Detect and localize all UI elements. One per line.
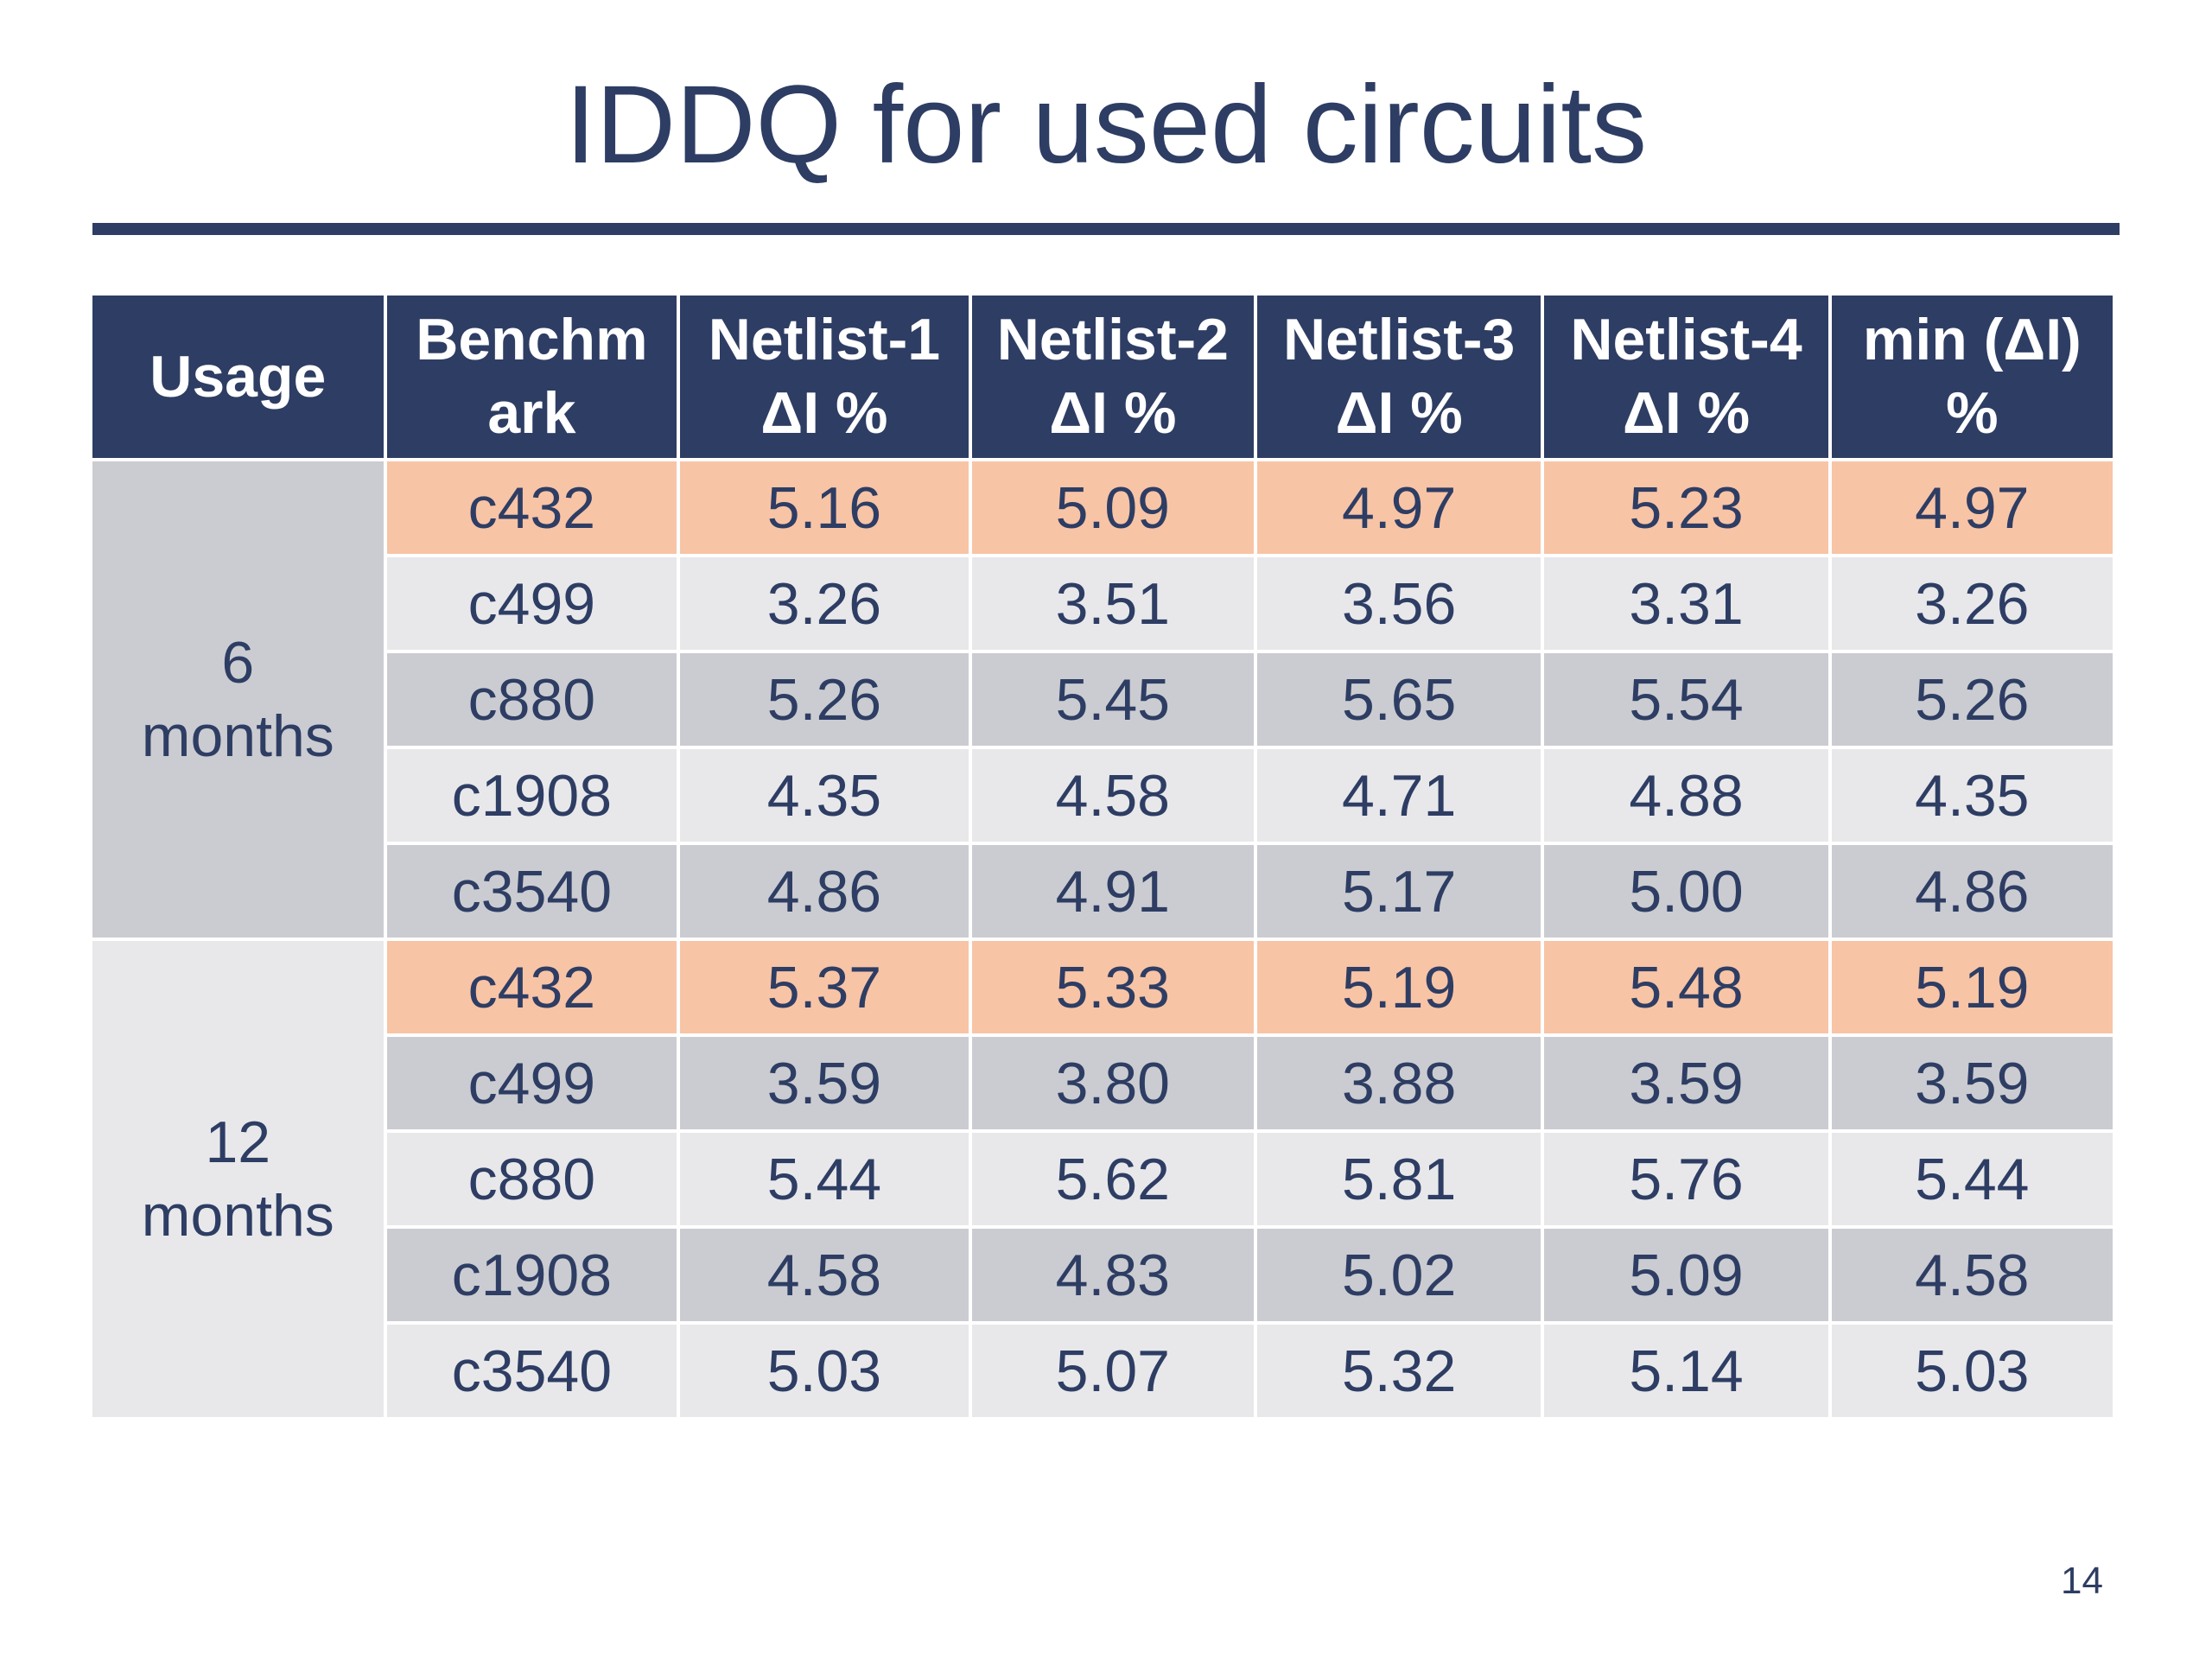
- netlist-1-cell: 4.58: [680, 1229, 969, 1321]
- benchmark-cell: c1908: [386, 749, 677, 842]
- netlist-3-cell: 4.97: [1256, 461, 1541, 554]
- netlist-2-cell: 3.80: [971, 1037, 1254, 1129]
- header-netlist-3: Netlist-3 ΔI %: [1256, 296, 1541, 458]
- min-cell: 5.44: [1831, 1133, 2113, 1225]
- netlist-3-cell: 3.56: [1256, 557, 1541, 650]
- netlist-1-cell: 3.59: [680, 1037, 969, 1129]
- netlist-2-cell: 5.62: [971, 1133, 1254, 1225]
- netlist-4-cell: 5.23: [1544, 461, 1828, 554]
- header-row: Usage Benchm ark Netlist-1 ΔI % Netlist-2 Δ…: [92, 296, 2113, 458]
- netlist-2-cell: 5.07: [971, 1325, 1254, 1417]
- benchmark-cell: c432: [386, 941, 677, 1033]
- netlist-1-cell: 5.44: [680, 1133, 969, 1225]
- netlist-3-cell: 5.19: [1256, 941, 1541, 1033]
- netlist-3-cell: 5.65: [1256, 653, 1541, 746]
- benchmark-cell: c880: [386, 653, 677, 746]
- benchmark-cell: c3540: [386, 1325, 677, 1417]
- netlist-3-cell: 5.17: [1256, 845, 1541, 938]
- table-row: c880 5.44 5.62 5.81 5.76 5.44: [92, 1133, 2113, 1225]
- table-row: c3540 5.03 5.07 5.32 5.14 5.03: [92, 1325, 2113, 1417]
- netlist-4-cell: 5.54: [1544, 653, 1828, 746]
- netlist-2-cell: 5.45: [971, 653, 1254, 746]
- netlist-4-cell: 5.76: [1544, 1133, 1828, 1225]
- benchmark-cell: c880: [386, 1133, 677, 1225]
- header-usage: Usage: [92, 296, 384, 458]
- netlist-1-cell: 5.16: [680, 461, 969, 554]
- benchmark-cell: c432: [386, 461, 677, 554]
- netlist-2-cell: 5.33: [971, 941, 1254, 1033]
- netlist-4-cell: 5.14: [1544, 1325, 1828, 1417]
- page-number: 14: [2061, 1560, 2103, 1602]
- netlist-3-cell: 5.81: [1256, 1133, 1541, 1225]
- iddq-table: Usage Benchm ark Netlist-1 ΔI % Netlist-2 Δ…: [89, 292, 2116, 1421]
- header-benchmark: Benchm ark: [386, 296, 677, 458]
- min-cell: 4.97: [1831, 461, 2113, 554]
- netlist-1-cell: 5.03: [680, 1325, 969, 1417]
- netlist-2-cell: 3.51: [971, 557, 1254, 650]
- table-row: 6 months c432 5.16 5.09 4.97 5.23 4.97: [92, 461, 2113, 938]
- netlist-4-cell: 3.59: [1544, 1037, 1828, 1129]
- title-divider: [92, 223, 2120, 235]
- netlist-4-cell: 4.88: [1544, 749, 1828, 842]
- netlist-1-cell: 4.86: [680, 845, 969, 938]
- table-row: c3540 4.86 4.91 5.17 5.00 4.86: [92, 845, 2113, 938]
- usage-cell-12-months: 12 months: [92, 941, 384, 1417]
- min-cell: 4.86: [1831, 845, 2113, 938]
- netlist-1-cell: 3.26: [680, 557, 969, 650]
- min-cell: 5.19: [1831, 941, 2113, 1033]
- header-netlist-2: Netlist-2 ΔI %: [971, 296, 1254, 458]
- table-row: c1908 4.35 4.58 4.71 4.88 4.35: [92, 749, 2113, 842]
- netlist-1-cell: 5.37: [680, 941, 969, 1033]
- table-row: c880 5.26 5.45 5.65 5.54 5.26: [92, 653, 2113, 746]
- min-cell: 5.03: [1831, 1325, 2113, 1417]
- table-row: c499 3.26 3.51 3.56 3.31 3.26: [92, 557, 2113, 650]
- benchmark-cell: c499: [386, 557, 677, 650]
- netlist-3-cell: 5.32: [1256, 1325, 1541, 1417]
- table-row: c499 3.59 3.80 3.88 3.59 3.59: [92, 1037, 2113, 1129]
- netlist-1-cell: 5.26: [680, 653, 969, 746]
- netlist-2-cell: 4.58: [971, 749, 1254, 842]
- benchmark-cell: c1908: [386, 1229, 677, 1321]
- table-row: 12 months c432 5.37 5.33 5.19 5.48 5.19: [92, 941, 2113, 1417]
- benchmark-cell: c499: [386, 1037, 677, 1129]
- min-cell: 4.35: [1831, 749, 2113, 842]
- netlist-4-cell: 5.48: [1544, 941, 1828, 1033]
- netlist-3-cell: 3.88: [1256, 1037, 1541, 1129]
- min-cell: 3.59: [1831, 1037, 2113, 1129]
- netlist-3-cell: 4.71: [1256, 749, 1541, 842]
- slide-title: IDDQ for used circuits: [565, 63, 1647, 187]
- min-cell: 3.26: [1831, 557, 2113, 650]
- header-netlist-4: Netlist-4 ΔI %: [1544, 296, 1828, 458]
- netlist-2-cell: 5.09: [971, 461, 1254, 554]
- header-netlist-1: Netlist-1 ΔI %: [680, 296, 969, 458]
- netlist-4-cell: 3.31: [1544, 557, 1828, 650]
- min-cell: 4.58: [1831, 1229, 2113, 1321]
- netlist-2-cell: 4.83: [971, 1229, 1254, 1321]
- min-cell: 5.26: [1831, 653, 2113, 746]
- netlist-4-cell: 5.00: [1544, 845, 1828, 938]
- netlist-3-cell: 5.02: [1256, 1229, 1541, 1321]
- header-min-delta: min (ΔI)%: [1831, 296, 2113, 458]
- table-row: c1908 4.58 4.83 5.02 5.09 4.58: [92, 1229, 2113, 1321]
- usage-cell-6-months: 6 months: [92, 461, 384, 938]
- benchmark-cell: c3540: [386, 845, 677, 938]
- netlist-1-cell: 4.35: [680, 749, 969, 842]
- netlist-4-cell: 5.09: [1544, 1229, 1828, 1321]
- netlist-2-cell: 4.91: [971, 845, 1254, 938]
